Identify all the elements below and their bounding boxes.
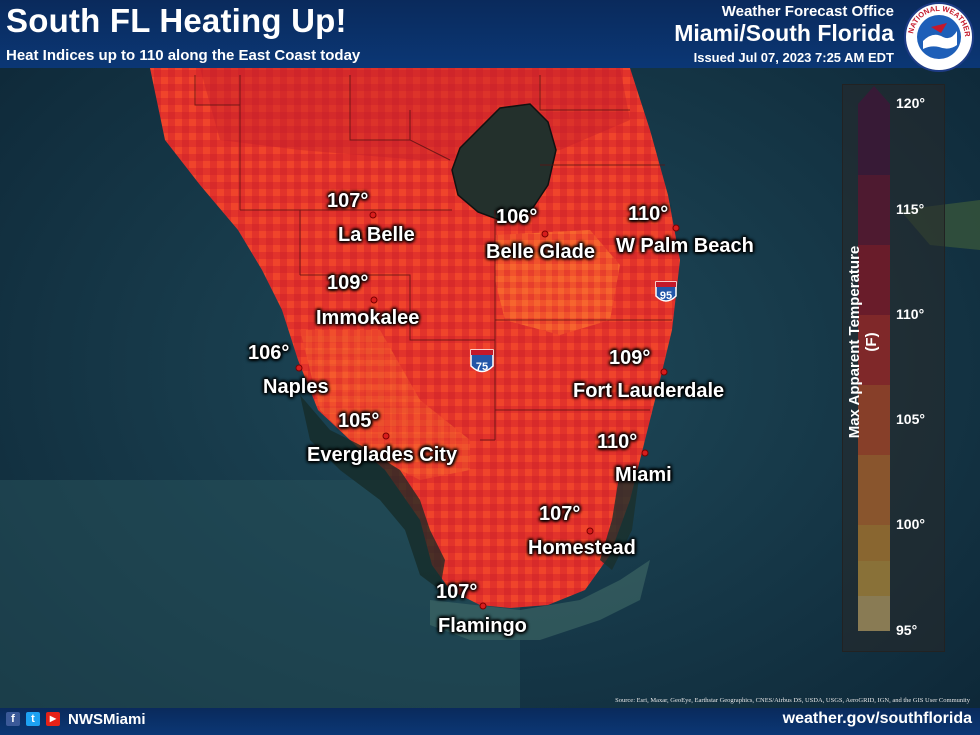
- city-immokalee: Immokalee: [316, 307, 420, 329]
- i95-label: 95: [660, 290, 672, 302]
- marker-w-palm-beach: [672, 224, 680, 232]
- temp-fort-lauderdale: 109°: [609, 347, 651, 369]
- legend-tick-115: 115°: [896, 201, 925, 217]
- city-belle-glade: Belle Glade: [486, 241, 595, 263]
- temp-w-palm-beach: 110°: [628, 203, 669, 225]
- interior-warm-zone: [495, 230, 620, 335]
- social-handle[interactable]: NWSMiami: [68, 711, 146, 728]
- marker-naples: [295, 364, 303, 372]
- legend-tick-95: 95°: [896, 622, 918, 638]
- city-homestead: Homestead: [528, 537, 636, 559]
- twitter-icon[interactable]: t: [26, 712, 40, 726]
- city-flamingo: Flamingo: [438, 615, 527, 637]
- city-fort-lauderdale: Fort Lauderdale: [573, 380, 725, 402]
- county-borders: [194, 75, 672, 441]
- legend-tick-105: 105°: [896, 411, 925, 427]
- marker-immokalee: [370, 296, 378, 304]
- nws-logo: NATIONAL WEATHER SERVICE: [903, 1, 974, 72]
- page-title: South FL Heating Up!: [6, 2, 347, 39]
- temp-homestead: 107°: [539, 503, 581, 525]
- office-label: Weather Forecast Office: [721, 3, 894, 20]
- marker-everglades-city: [382, 432, 390, 440]
- marker-miami: [641, 449, 649, 457]
- florida-land: [150, 68, 680, 608]
- florida-keys-shallows: [430, 560, 650, 640]
- legend-panel: [842, 84, 945, 652]
- southwest-coastal-zone: [300, 330, 470, 480]
- temp-la-belle: 107°: [327, 190, 369, 212]
- temp-flamingo: 107°: [436, 581, 478, 603]
- temp-immokalee: 109°: [327, 272, 369, 294]
- city-markers: [295, 211, 680, 610]
- website-link[interactable]: weather.gov/southflorida: [782, 710, 972, 727]
- i75-shield: 75: [470, 349, 494, 373]
- legend-tick-120: 120°: [896, 95, 925, 111]
- legend-title: Max Apparent Temperature (F): [846, 245, 880, 439]
- legend-tick-100: 100°: [896, 516, 925, 532]
- city-w-palm-beach: W Palm Beach: [616, 235, 754, 257]
- marker-la-belle: [369, 211, 377, 219]
- marker-belle-glade: [541, 230, 549, 238]
- temp-belle-glade: 106°: [496, 206, 538, 228]
- marker-homestead: [586, 527, 594, 535]
- page-subtitle: Heat Indices up to 110 along the East Co…: [6, 47, 361, 64]
- i75-label: 75: [476, 361, 488, 373]
- i95-shield: 95: [655, 281, 677, 302]
- city-miami: Miami: [615, 464, 672, 486]
- map-source-credit: Source: Esri, Maxar, GeoEye, Earthstar G…: [615, 697, 970, 704]
- facebook-icon[interactable]: f: [6, 712, 20, 726]
- lake-okeechobee: [451, 103, 557, 223]
- header-bar: [0, 0, 980, 68]
- temp-miami: 110°: [597, 431, 638, 453]
- temp-everglades-city: 105°: [338, 410, 380, 432]
- biscayne-bay: [600, 470, 640, 570]
- issued-timestamp: Issued Jul 07, 2023 7:25 AM EDT: [693, 50, 894, 65]
- youtube-icon[interactable]: ▶: [46, 712, 60, 726]
- city-naples: Naples: [263, 376, 329, 398]
- city-la-belle: La Belle: [338, 224, 415, 246]
- footer-bar: [0, 708, 980, 735]
- temp-naples: 106°: [248, 342, 290, 364]
- city-everglades-city: Everglades City: [307, 444, 458, 466]
- ten-thousand-islands: [300, 395, 445, 590]
- marker-fort-lauderdale: [660, 368, 668, 376]
- office-name: Miami/South Florida: [674, 20, 894, 46]
- marker-flamingo: [479, 602, 487, 610]
- legend-tick-110: 110°: [896, 306, 925, 322]
